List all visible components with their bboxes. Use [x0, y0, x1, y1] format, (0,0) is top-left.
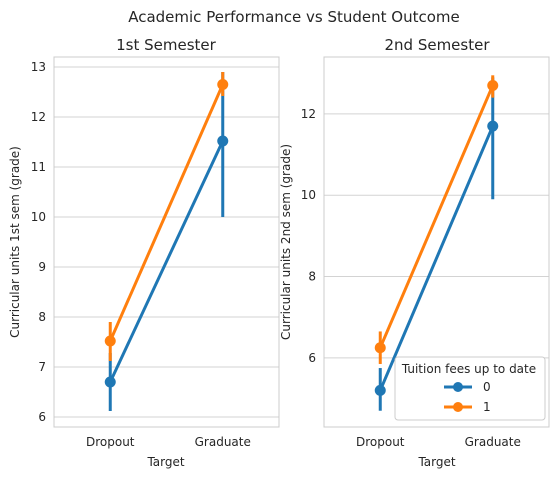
data-point — [217, 79, 229, 90]
x-tick-label: Dropout — [356, 435, 405, 449]
x-tick-label: Graduate — [195, 435, 251, 449]
panel-title: 2nd Semester — [384, 36, 490, 54]
x-tick-label: Dropout — [86, 435, 135, 449]
legend-label-1: 1 — [483, 400, 491, 414]
y-tick-label: 12 — [31, 110, 46, 124]
legend-marker-1 — [453, 402, 463, 412]
legend-title: Tuition fees up to date — [401, 362, 536, 376]
y-tick-label: 10 — [31, 210, 46, 224]
legend-label-0: 0 — [483, 380, 491, 394]
y-axis-label: Curricular units 1st sem (grade) — [8, 146, 22, 338]
axes-frame — [323, 56, 550, 428]
x-axis-label: Target — [417, 455, 455, 469]
y-tick-label: 8 — [38, 310, 46, 324]
legend-marker-0 — [453, 382, 463, 392]
y-tick-label: 13 — [31, 60, 46, 74]
series-line-0 — [108, 140, 225, 383]
data-point — [374, 342, 386, 354]
y-tick-label: 11 — [31, 160, 46, 174]
legend: Tuition fees up to date 0 1 — [394, 356, 546, 421]
series-line-1 — [378, 84, 495, 349]
y-axis-label: Curricular units 2nd sem (grade) — [279, 144, 293, 340]
data-point — [217, 135, 229, 147]
y-tick-label: 8 — [308, 270, 316, 284]
data-point — [374, 384, 386, 396]
data-point — [487, 79, 499, 91]
y-tick-label: 7 — [38, 360, 46, 374]
x-axis-label: Target — [146, 455, 184, 469]
data-point — [487, 120, 499, 132]
series-line-1 — [108, 83, 225, 342]
panel-2nd-semester: 2nd Semester Target Curricular units 2nd… — [279, 36, 550, 469]
y-tick-label: 9 — [38, 260, 46, 274]
y-tick-label: 6 — [308, 351, 316, 365]
panel-title: 1st Semester — [116, 36, 217, 54]
data-point — [104, 335, 116, 347]
axes-frame — [53, 56, 280, 428]
x-tick-label: Graduate — [465, 435, 521, 449]
panel-1st-semester: 1st Semester Target Curricular units 1st… — [8, 36, 280, 469]
series-line-0 — [378, 125, 495, 391]
data-point — [104, 376, 116, 388]
figure-title: Academic Performance vs Student Outcome — [128, 8, 460, 26]
y-tick-label: 12 — [301, 107, 316, 121]
y-tick-label: 6 — [38, 410, 46, 424]
y-tick-label: 10 — [301, 188, 316, 202]
